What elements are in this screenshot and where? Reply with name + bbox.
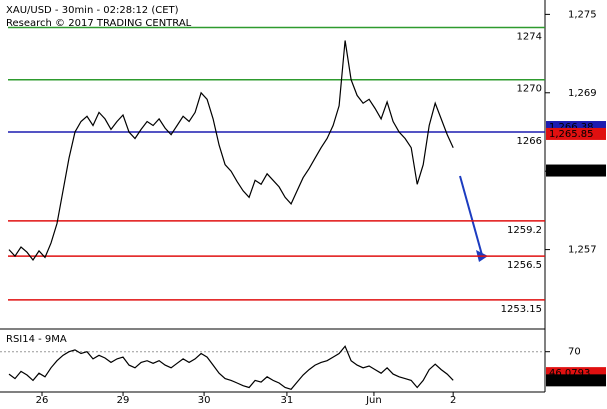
y-tick-label: 70 [568,347,581,358]
level-label: 1256.5 [507,260,542,271]
x-tick-label: 29 [117,395,130,406]
chart-subtitle: Research © 2017 TRADING CENTRAL [6,18,192,29]
x-tick-label: Jun [365,395,382,406]
arrow [459,175,483,256]
y-tick-label: 1,269 [568,88,597,99]
price-tag-label: 1,266.38 [549,122,594,133]
price-tag-label: 1,265.85 [549,129,594,140]
price-tag [546,374,606,387]
level-label: 1270 [517,84,542,95]
y-tick-label: 1,257 [568,245,597,256]
x-tick-label: 31 [281,395,294,406]
level-label: 1259.2 [507,225,542,236]
price-line [8,40,454,262]
level-label: 1253.15 [501,304,542,315]
price-tag [546,127,606,140]
chart-title: XAU/USD - 30min - 02:28:12 (CET) [6,5,179,16]
level-label: 1266 [517,136,542,147]
price-line [8,345,454,390]
y-tick-label: 1,275 [568,9,597,20]
x-tick-label: 30 [198,395,211,406]
price-tag-label: 46.0793 [549,368,590,379]
price-tag-label: 38.0155 [549,375,590,386]
price-tag [546,164,606,177]
x-tick-label: 26 [36,395,49,406]
rsi-title: RSI14 - 9MA [6,334,67,345]
level-label: 1274 [517,31,542,42]
x-tick-label: 2 [450,395,456,406]
price-tag-label: 1,263.05 [549,166,594,177]
